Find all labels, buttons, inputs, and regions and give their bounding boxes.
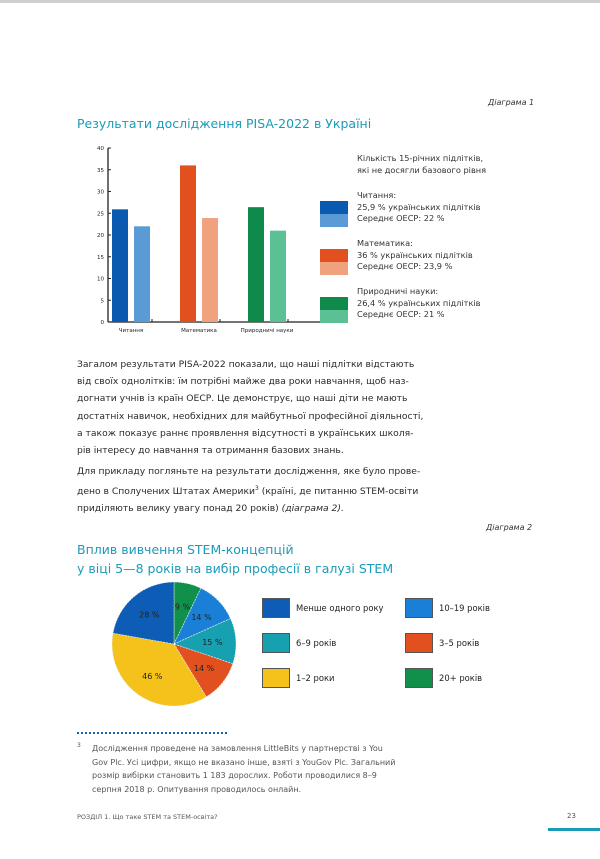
text-line: а також показує раннє проявлення відсутн… xyxy=(77,427,414,439)
text-span: (країні, де питанню STEM-освіти xyxy=(258,486,419,498)
y-tick-label: 35 xyxy=(97,168,104,174)
pie-legend-swatch xyxy=(405,633,433,653)
pie-slice-label: 46 % xyxy=(142,672,163,681)
text-line: Загалом результати PISA-2022 показали, щ… xyxy=(77,359,415,370)
pie-legend-label: 10–19 років xyxy=(439,603,490,613)
footnote-line: розмір вибірки становить 1 183 дорослих.… xyxy=(92,771,377,780)
pie-slice-label: 28 % xyxy=(139,611,160,620)
legend-value: 25,9 % українських підлітків xyxy=(357,201,481,212)
legend-header-line: які не досягли базового рівня xyxy=(357,164,487,175)
footnote-line: Дослідження проведене на замовлення Litt… xyxy=(92,744,383,753)
y-tick-label: 20 xyxy=(97,233,104,239)
pie-chart: 9 %14 %15 %14 %46 %28 % xyxy=(111,581,237,707)
y-tick-label: 15 xyxy=(97,255,104,261)
legend-oecd: Середнє ОЕСР: 21 % xyxy=(357,309,445,319)
bar xyxy=(180,165,196,322)
footer-section: РОЗДІЛ 1. Що таке STEM та STEM-освіта? xyxy=(77,813,218,821)
footnote-line: Gov Plc. Усі цифри, якщо не вказано інше… xyxy=(92,757,396,767)
text-line: приділяють велику увагу понад 20 років) … xyxy=(77,500,517,517)
diagram-ref: (діаграма 2). xyxy=(281,503,344,515)
pie-legend-label: 3–5 років xyxy=(439,638,480,648)
diagram-1-title: Результати дослідження PISA-2022 в Украї… xyxy=(77,116,372,131)
footnote-text: Дослідження проведене на замовлення Litt… xyxy=(92,742,492,796)
text-span: дено в Сполучених Штатах Америки xyxy=(77,486,255,498)
text-line: дено в Сполучених Штатах Америки3 (країн… xyxy=(77,480,517,500)
legend-oecd: Середнє ОЕСР: 22 % xyxy=(357,213,445,223)
paragraph-2: Для прикладу погляньте на результати дос… xyxy=(77,463,517,518)
text-line: достатніх навичок, необхідних для майбут… xyxy=(77,410,424,422)
text-line: від своїх однолітків: їм потрібні майже … xyxy=(77,376,409,388)
pie-legend-swatch xyxy=(262,633,290,653)
footer-accent-line xyxy=(548,828,600,831)
bar xyxy=(134,226,150,322)
legend-swatch-dark xyxy=(320,201,348,214)
pie-legend-swatch xyxy=(262,598,290,618)
legend-name: Читання: xyxy=(357,190,397,200)
bar xyxy=(112,209,128,322)
pie-legend-label: 1–2 роки xyxy=(296,673,335,683)
diagram-1-label: Діаграма 1 xyxy=(488,98,535,107)
bar-legend-header: Кількість 15-річних підлітків, які не до… xyxy=(357,153,486,176)
legend-swatch-dark xyxy=(320,297,348,310)
footnote-divider xyxy=(77,732,227,734)
text-line: догнати учнів із країн ОЕСР. Це демонстр… xyxy=(77,393,408,405)
pie-slice xyxy=(112,581,175,645)
y-tick-label: 30 xyxy=(97,190,104,196)
footnote-line: серпня 2018 р. Опитування проводилось он… xyxy=(92,784,302,794)
text-span: приділяють велику увагу понад 20 років) xyxy=(77,503,282,515)
bar xyxy=(270,230,286,322)
legend-swatch-light xyxy=(320,262,348,275)
y-tick-label: 0 xyxy=(101,320,105,326)
pie-slice-label: 14 % xyxy=(194,664,215,673)
text-line: рів інтересу до навчання та отримання ба… xyxy=(77,445,344,457)
legend-entry: Природничі науки: 26,4 % українських під… xyxy=(357,286,481,321)
legend-name: Математика: xyxy=(357,238,413,248)
pie-legend-swatch xyxy=(262,668,290,688)
x-tick-label: Природничі науки xyxy=(241,328,294,334)
legend-name: Природничі науки: xyxy=(357,286,439,296)
bar-chart: 0 5 10 15 20 25 30 35 40 Читання Математика Природн… xyxy=(97,146,330,334)
legend-swatch-dark xyxy=(320,249,348,262)
bar xyxy=(202,218,218,322)
top-border xyxy=(0,0,600,3)
pie-legend-label: 6–9 років xyxy=(296,638,337,648)
legend-value: 26,4 % українських підлітків xyxy=(357,297,481,308)
legend-swatch-light xyxy=(320,310,348,323)
legend-oecd: Середнє ОЕСР: 23,9 % xyxy=(357,261,453,271)
pie-legend-label: Менше одного року xyxy=(296,603,384,613)
pie-slice-label: 15 % xyxy=(202,638,223,647)
legend-entry: Читання: 25,9 % українських підлітків Се… xyxy=(357,190,481,225)
diagram-2-title: Вплив вивчення STEM-концепцій у віці 5—8… xyxy=(77,540,393,578)
pie-legend-swatch xyxy=(405,668,433,688)
x-tick-label: Читання xyxy=(119,328,143,334)
title-line: Вплив вивчення STEM-концепцій xyxy=(77,542,294,557)
pie-slice-label: 14 % xyxy=(191,613,212,622)
footnote-ref[interactable]: 3 xyxy=(255,485,259,493)
title-line: у віці 5—8 років на вибір професії в гал… xyxy=(77,561,394,576)
y-tick-label: 25 xyxy=(97,211,104,217)
bar xyxy=(248,207,264,322)
y-tick-label: 5 xyxy=(101,298,105,304)
legend-header-line: Кількість 15-річних підлітків, xyxy=(357,153,484,163)
pie-slice-label: 9 % xyxy=(175,603,191,612)
legend-entry: Математика: 36 % українських підлітків С… xyxy=(357,238,473,273)
pie-legend-label: 20+ років xyxy=(439,673,483,683)
pie-slice xyxy=(111,632,207,707)
pie-legend-swatch xyxy=(405,598,433,618)
legend-swatch-light xyxy=(320,214,348,227)
y-tick-label: 10 xyxy=(97,277,104,283)
legend-value: 36 % українських підлітків xyxy=(357,249,473,260)
page-number: 23 xyxy=(567,812,576,820)
x-tick-label: Математика xyxy=(181,328,217,334)
footnote-mark: 3 xyxy=(77,742,81,749)
text-line: Для прикладу погляньте на результати дос… xyxy=(77,466,421,477)
diagram-2-label: Діаграма 2 xyxy=(486,523,533,532)
paragraph-1: Загалом результати PISA-2022 показали, щ… xyxy=(77,356,517,459)
y-tick-label: 40 xyxy=(97,146,104,152)
